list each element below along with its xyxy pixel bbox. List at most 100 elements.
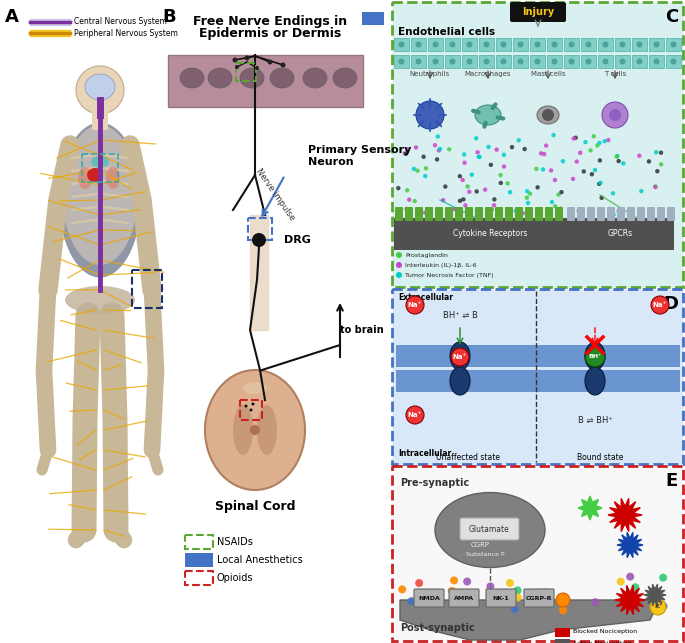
Polygon shape xyxy=(590,508,599,516)
Text: B: B xyxy=(162,8,175,26)
FancyBboxPatch shape xyxy=(505,207,513,221)
Text: C: C xyxy=(664,8,678,26)
Text: Epidermis or Dermis: Epidermis or Dermis xyxy=(199,27,341,40)
Bar xyxy=(666,38,681,51)
Circle shape xyxy=(511,605,519,613)
Circle shape xyxy=(492,600,500,608)
Circle shape xyxy=(542,109,554,121)
Circle shape xyxy=(436,148,441,152)
Circle shape xyxy=(424,166,428,170)
Ellipse shape xyxy=(78,167,92,189)
Circle shape xyxy=(483,188,487,192)
Ellipse shape xyxy=(435,493,545,568)
Circle shape xyxy=(573,136,578,140)
Circle shape xyxy=(609,109,621,121)
Text: Na⁺: Na⁺ xyxy=(408,412,422,418)
Circle shape xyxy=(571,177,575,181)
Polygon shape xyxy=(608,513,625,517)
Circle shape xyxy=(616,577,625,586)
Circle shape xyxy=(514,593,522,601)
Polygon shape xyxy=(645,595,655,600)
Text: Na⁺: Na⁺ xyxy=(653,302,667,308)
Ellipse shape xyxy=(62,125,138,265)
Polygon shape xyxy=(625,513,642,517)
Polygon shape xyxy=(630,600,634,615)
Circle shape xyxy=(612,213,616,217)
Bar xyxy=(564,38,579,51)
Circle shape xyxy=(475,208,479,213)
Circle shape xyxy=(558,213,562,217)
Circle shape xyxy=(412,199,417,203)
Polygon shape xyxy=(625,498,629,515)
Polygon shape xyxy=(630,545,638,555)
Circle shape xyxy=(508,190,512,194)
Bar xyxy=(555,628,570,637)
Circle shape xyxy=(603,59,608,64)
Ellipse shape xyxy=(180,68,204,88)
Circle shape xyxy=(477,155,481,159)
Circle shape xyxy=(593,168,597,172)
FancyBboxPatch shape xyxy=(486,589,516,607)
Polygon shape xyxy=(630,588,639,600)
Circle shape xyxy=(671,42,677,48)
Bar xyxy=(496,38,511,51)
Text: Unaffected state: Unaffected state xyxy=(436,453,500,462)
Circle shape xyxy=(551,59,558,64)
Circle shape xyxy=(597,182,601,186)
Circle shape xyxy=(606,138,610,142)
FancyBboxPatch shape xyxy=(597,207,605,221)
Polygon shape xyxy=(630,532,633,545)
Ellipse shape xyxy=(537,106,559,124)
FancyBboxPatch shape xyxy=(435,207,443,221)
Text: NK-1: NK-1 xyxy=(493,595,510,601)
Circle shape xyxy=(651,296,669,314)
Circle shape xyxy=(403,152,408,156)
Circle shape xyxy=(514,209,518,213)
Text: Neuron: Neuron xyxy=(308,157,353,167)
Circle shape xyxy=(449,59,456,64)
Text: Interleukin (IL)-1β, IL-6: Interleukin (IL)-1β, IL-6 xyxy=(405,262,477,267)
Circle shape xyxy=(466,59,473,64)
Polygon shape xyxy=(627,585,630,600)
Circle shape xyxy=(404,206,409,211)
Text: Injury: Injury xyxy=(522,7,554,17)
Circle shape xyxy=(615,154,619,158)
Circle shape xyxy=(659,150,663,155)
Circle shape xyxy=(399,42,405,48)
Circle shape xyxy=(245,55,249,60)
FancyBboxPatch shape xyxy=(617,207,625,221)
Bar xyxy=(396,370,680,392)
Text: Nerve impulse: Nerve impulse xyxy=(253,167,296,222)
Polygon shape xyxy=(630,535,638,545)
FancyBboxPatch shape xyxy=(667,207,675,221)
Polygon shape xyxy=(614,502,625,515)
Circle shape xyxy=(597,141,601,145)
Circle shape xyxy=(436,599,443,606)
Text: CGRP-R: CGRP-R xyxy=(526,595,552,601)
Text: to brain: to brain xyxy=(340,325,384,335)
Circle shape xyxy=(610,207,615,212)
FancyBboxPatch shape xyxy=(465,207,473,221)
Circle shape xyxy=(521,211,525,215)
Bar xyxy=(496,55,511,68)
Circle shape xyxy=(499,181,503,185)
Text: Prostaglandin: Prostaglandin xyxy=(405,253,448,257)
Circle shape xyxy=(569,59,575,64)
Bar xyxy=(82,154,118,182)
FancyBboxPatch shape xyxy=(475,207,483,221)
Circle shape xyxy=(510,145,514,149)
Circle shape xyxy=(632,583,639,592)
Circle shape xyxy=(614,154,619,159)
Polygon shape xyxy=(621,588,630,600)
Bar xyxy=(240,400,262,420)
Circle shape xyxy=(499,173,503,177)
FancyBboxPatch shape xyxy=(445,207,453,221)
Circle shape xyxy=(415,579,423,587)
Circle shape xyxy=(558,208,562,212)
Bar xyxy=(598,55,613,68)
Circle shape xyxy=(486,583,495,590)
Circle shape xyxy=(414,145,419,150)
Bar xyxy=(132,270,162,308)
Polygon shape xyxy=(655,584,658,595)
Bar xyxy=(462,38,477,51)
